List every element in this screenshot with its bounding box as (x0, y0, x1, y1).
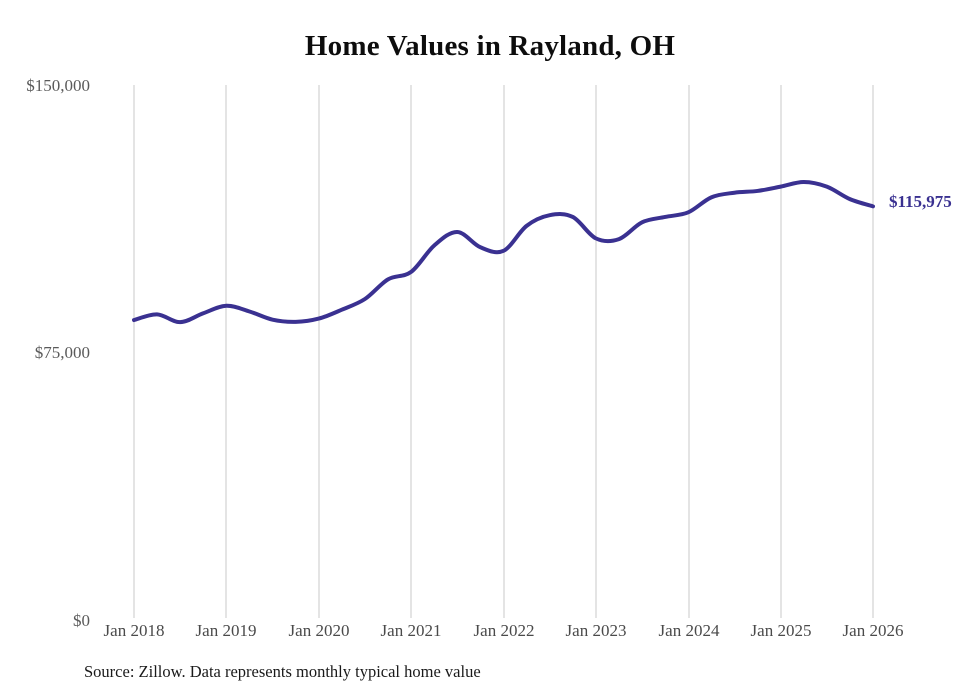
x-tick-label-jan-2021: Jan 2021 (380, 621, 442, 640)
x-tick-label-jan-2019: Jan 2019 (195, 621, 257, 640)
x-tick-label-jan-2026: Jan 2026 (842, 621, 904, 640)
source-note: Source: Zillow. Data represents monthly … (84, 662, 481, 681)
y-tick-label-75000: $75,000 (34, 343, 90, 362)
x-tick-label-jan-2018: Jan 2018 (103, 621, 165, 640)
y-tick-label-0: $0 (73, 611, 90, 630)
gridlines (133, 85, 874, 618)
data-line-typical-home-value (132, 180, 875, 325)
x-tick-label-jan-2024: Jan 2024 (658, 621, 720, 640)
x-tick-label-jan-2020: Jan 2020 (288, 621, 350, 640)
chart-title: Home Values in Rayland, OH (304, 30, 676, 62)
x-tick-label-jan-2025: Jan 2025 (750, 621, 812, 640)
x-tick-label-jan-2023: Jan 2023 (565, 621, 627, 640)
y-tick-label-150000: $150,000 (26, 76, 90, 95)
end-value-annotation: $115,975 (889, 192, 952, 212)
x-tick-label-jan-2022: Jan 2022 (473, 621, 535, 640)
